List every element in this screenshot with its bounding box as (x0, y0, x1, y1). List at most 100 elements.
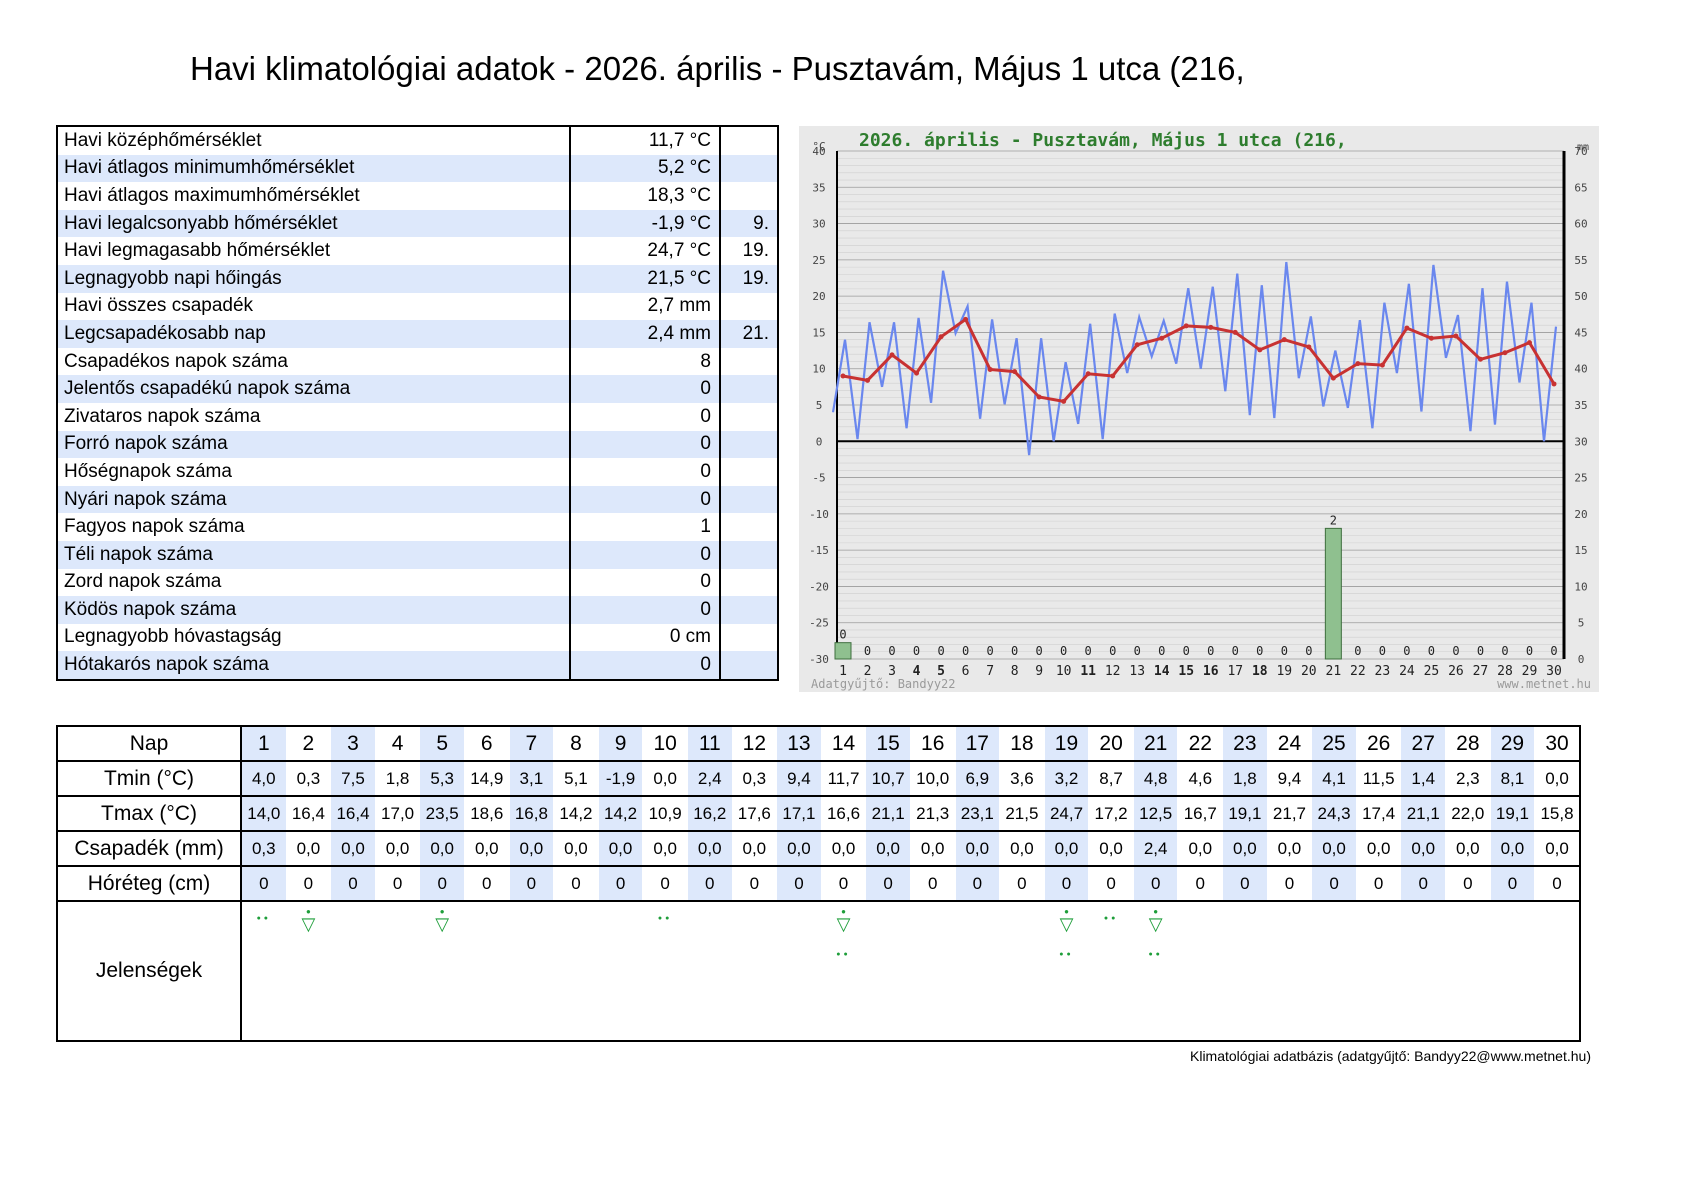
precip-label: 0 (1526, 644, 1533, 658)
mean-point (1134, 342, 1140, 348)
summary-table: Havi középhőmérséklet 11,7 °C Havi átlagos… (56, 125, 779, 681)
x-tick-label: 9 (1035, 664, 1043, 679)
tmax-cell: 18,6 (464, 796, 510, 832)
phenomena-cell: ● ▽ (286, 901, 332, 1041)
tmin-cell: 10,0 (910, 761, 956, 797)
dew-icon: ●● (1103, 915, 1119, 922)
tmax-cell: 21,7 (1267, 796, 1313, 832)
x-tick-label: 8 (1011, 664, 1019, 679)
snow-cell: 0 (642, 866, 688, 902)
phenomena-cell (1356, 901, 1402, 1041)
dew-icon: ●● (1148, 951, 1163, 958)
day-cell: 22 (1177, 726, 1224, 762)
dew-icon: ●● (836, 951, 851, 958)
x-tick-label: 21 (1326, 664, 1342, 679)
day-cell: 23 (1222, 726, 1268, 762)
precip-cell: 0,0 (821, 831, 867, 867)
tmax-cell: 21,1 (1400, 796, 1447, 832)
precip-cell: 0,0 (375, 831, 421, 867)
snow-cell: 0 (1400, 866, 1447, 902)
snow-cell: 0 (509, 866, 555, 902)
tmin-cell: 0,0 (642, 761, 688, 797)
summary-label: Hótakarós napok száma (57, 651, 571, 680)
tmax-cell: 22,0 (1445, 796, 1491, 832)
phenomena-cell: ● ▽ ●● (1044, 901, 1090, 1041)
phenomena-cell (330, 901, 376, 1041)
precip-tick-label: 0 (1578, 653, 1585, 666)
summary-day (720, 624, 778, 652)
precip-cell: 0,0 (509, 831, 555, 867)
summary-value: 1 (570, 513, 721, 541)
mean-point (1159, 335, 1165, 341)
precip-cell: 0,0 (910, 831, 956, 867)
temp-tick-label: -10 (809, 508, 829, 521)
precip-bar (834, 642, 852, 660)
precip-label: 0 (986, 644, 993, 658)
dew-icon: ●● (657, 915, 673, 922)
precip-tick-label: 45 (1574, 326, 1587, 339)
summary-row: Nyári napok száma 0 (57, 485, 778, 514)
x-tick-label: 20 (1301, 664, 1317, 679)
tmin-cell: 8,7 (1088, 761, 1134, 797)
day-cell: 6 (464, 726, 510, 762)
precip-label: 0 (888, 644, 895, 658)
snow-cell: 0 (286, 866, 332, 902)
x-tick-label: 15 (1178, 664, 1194, 679)
phenomena-cell (375, 901, 421, 1041)
summary-label: Fagyos napok száma (57, 513, 571, 541)
x-tick-label: 7 (986, 664, 994, 679)
chart-title: 2026. április - Pusztavám, Május 1 utca … (859, 130, 1347, 151)
mean-point (1012, 369, 1018, 375)
snow-cell: 0 (1445, 866, 1491, 902)
mean-point (1477, 356, 1483, 362)
day-cell: 10 (642, 726, 688, 762)
tmax-cell: 17,1 (776, 796, 822, 832)
summary-label: Havi átlagos minimumhőmérséklet (57, 154, 571, 183)
summary-day (720, 485, 778, 514)
day-cell: 20 (1088, 726, 1134, 762)
row-label-phenomena: Jelenségek (57, 901, 242, 1041)
summary-label: Zivataros napok száma (57, 402, 571, 431)
precip-bar (1324, 527, 1342, 660)
snow-cell: 0 (687, 866, 733, 902)
summary-row: Hótakarós napok száma 0 (57, 651, 778, 680)
snow-cell: 0 (1088, 866, 1134, 902)
summary-value: 2,4 mm (570, 320, 721, 348)
tmax-cell: 12,5 (1133, 796, 1179, 832)
snow-cell: 0 (1044, 866, 1090, 902)
summary-label: Ködös napok száma (57, 596, 571, 624)
phenomena-cell (1177, 901, 1224, 1041)
precip-label: 0 (1550, 644, 1557, 658)
precip-tick-label: 60 (1574, 218, 1587, 231)
tmin-cell: 1,4 (1400, 761, 1447, 797)
summary-value: 11,7 °C (570, 126, 721, 155)
precip-cell: 0,0 (464, 831, 510, 867)
phenomena-cell (999, 901, 1045, 1041)
precip-label: 0 (1477, 644, 1484, 658)
dew-icon: ●● (1059, 951, 1074, 958)
x-tick-label: 2 (864, 664, 872, 679)
precip-tick-label: 55 (1574, 254, 1587, 267)
precip-unit: mm (1577, 142, 1589, 153)
summary-value: 0 (570, 402, 721, 431)
tmax-cell: 24,3 (1311, 796, 1357, 832)
tmax-cell: 21,5 (999, 796, 1045, 832)
summary-day (720, 596, 778, 624)
tmin-cell: 1,8 (1222, 761, 1268, 797)
precip-cell: 0,0 (1356, 831, 1402, 867)
temp-tick-label: 40 (812, 145, 825, 158)
temp-tick-label: -5 (812, 472, 825, 485)
day-cell: 17 (955, 726, 1001, 762)
precip-tick-label: 25 (1574, 472, 1587, 485)
day-cell: 1 (241, 726, 287, 762)
summary-value: 0 (570, 540, 721, 569)
summary-row: Zord napok száma 0 (57, 568, 778, 597)
mean-point (1428, 335, 1434, 341)
precip-tick-label: 15 (1574, 544, 1587, 557)
precip-label: 0 (913, 644, 920, 658)
summary-day (720, 513, 778, 541)
phenomena-cell (1400, 901, 1447, 1041)
summary-value: 0 (570, 568, 721, 597)
day-cell: 13 (776, 726, 822, 762)
tmin-cell: 0,3 (732, 761, 778, 797)
